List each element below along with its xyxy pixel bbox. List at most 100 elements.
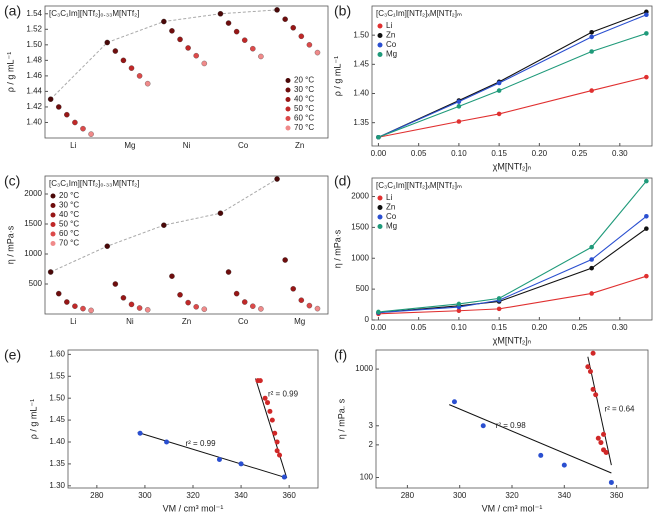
x-tick-label: Co bbox=[238, 141, 249, 150]
x-tick-label: 320 bbox=[186, 491, 200, 500]
legend-marker bbox=[285, 97, 291, 102]
x-tick-label: 360 bbox=[610, 491, 624, 500]
data-point bbox=[451, 399, 457, 405]
data-point bbox=[258, 53, 264, 60]
data-point bbox=[177, 292, 183, 298]
x-tick-label: 0.10 bbox=[451, 149, 467, 158]
legend-label: 60 °C bbox=[59, 229, 79, 238]
data-point bbox=[644, 226, 649, 231]
x-tick-label: 0.00 bbox=[371, 149, 387, 158]
y-tick-label: 2000 bbox=[24, 189, 42, 198]
data-point bbox=[281, 474, 287, 480]
data-point bbox=[587, 369, 593, 375]
data-point bbox=[274, 448, 280, 454]
data-point bbox=[590, 386, 596, 392]
annotation: r² = 0.99 bbox=[268, 389, 299, 398]
data-point bbox=[47, 269, 54, 275]
legend-marker bbox=[50, 231, 56, 237]
y-tick-label: 1.54 bbox=[26, 9, 42, 18]
data-point bbox=[128, 301, 135, 308]
series-line bbox=[378, 14, 647, 138]
data-point bbox=[185, 45, 191, 51]
legend-marker bbox=[377, 214, 383, 220]
y-tick-label: 1.40 bbox=[49, 437, 65, 446]
data-point bbox=[277, 452, 283, 458]
data-point bbox=[72, 303, 78, 309]
data-point bbox=[238, 461, 244, 467]
x-tick-label: Ni bbox=[183, 141, 191, 150]
data-point bbox=[88, 307, 94, 314]
plot-frame bbox=[375, 349, 649, 489]
data-point bbox=[80, 305, 86, 312]
data-point bbox=[104, 39, 111, 46]
data-point bbox=[314, 305, 321, 312]
annotation: [C₃C₁Im][NTf₂]ₓM[NTf₂]ₘ bbox=[376, 181, 462, 190]
data-point bbox=[112, 281, 119, 287]
y-tick-label: 1.50 bbox=[49, 393, 65, 402]
legend-marker bbox=[50, 193, 56, 199]
data-point bbox=[120, 57, 127, 64]
data-point bbox=[456, 308, 462, 314]
legend-marker bbox=[50, 203, 56, 208]
legend-marker bbox=[50, 241, 56, 246]
fit-line bbox=[449, 404, 612, 474]
x-tick-label: Zn bbox=[295, 141, 304, 150]
x-tick-label: 0.15 bbox=[491, 323, 507, 332]
data-point bbox=[64, 299, 70, 305]
data-point bbox=[137, 430, 143, 436]
data-point bbox=[644, 31, 649, 36]
data-point bbox=[161, 18, 167, 25]
data-point bbox=[250, 45, 256, 52]
data-point bbox=[269, 417, 275, 423]
legend-marker bbox=[377, 205, 383, 210]
data-point bbox=[644, 12, 649, 18]
y-tick-label: 1.60 bbox=[49, 349, 65, 358]
data-point bbox=[595, 435, 601, 441]
data-point bbox=[161, 222, 167, 228]
data-point bbox=[290, 286, 296, 292]
data-point bbox=[201, 60, 208, 67]
data-point bbox=[217, 11, 224, 17]
data-point bbox=[144, 307, 151, 313]
data-point bbox=[55, 104, 62, 110]
data-point bbox=[306, 42, 313, 48]
y-tick-label: 1.45 bbox=[353, 59, 369, 68]
y-axis-label: η / mPa·s bbox=[332, 229, 342, 268]
data-point bbox=[585, 364, 591, 370]
data-point bbox=[88, 131, 94, 137]
data-point bbox=[298, 33, 305, 40]
data-point bbox=[306, 302, 313, 309]
data-point bbox=[225, 269, 232, 275]
plot-frame bbox=[371, 177, 653, 321]
x-axis-label: χM[NTf₂]ₙ bbox=[493, 335, 532, 345]
fit-line bbox=[255, 378, 288, 479]
x-axis-label: χM[NTf₂]ₙ bbox=[493, 161, 532, 171]
y-tick-label: 1.55 bbox=[49, 371, 65, 380]
data-point bbox=[104, 243, 111, 249]
x-tick-label: 280 bbox=[401, 491, 415, 500]
y-tick-label: 1.48 bbox=[26, 55, 42, 64]
series-line bbox=[378, 215, 647, 314]
x-tick-label: 0.30 bbox=[612, 149, 628, 158]
data-point bbox=[589, 244, 594, 250]
y-axis-label: η / mPa·s bbox=[5, 225, 15, 264]
y-tick-label: 1.40 bbox=[26, 118, 42, 127]
data-point bbox=[496, 111, 502, 117]
x-tick-label: 300 bbox=[453, 491, 467, 500]
y-tick-label: 500 bbox=[29, 279, 43, 288]
data-point bbox=[282, 16, 288, 22]
data-point bbox=[177, 36, 183, 43]
legend-label: 40 °C bbox=[294, 95, 314, 104]
legend-label: Li bbox=[386, 193, 392, 202]
data-point bbox=[233, 290, 240, 297]
data-point bbox=[456, 301, 462, 307]
data-point bbox=[644, 273, 649, 279]
x-tick-label: 0.20 bbox=[532, 149, 548, 158]
data-point bbox=[496, 80, 502, 86]
panel-label: (f) bbox=[334, 347, 347, 363]
data-point bbox=[241, 37, 248, 43]
data-point bbox=[314, 49, 321, 56]
data-point bbox=[80, 125, 86, 132]
annotation: [C₃C₁Im][NTf₂]₀.₃₃M[NTf₂] bbox=[49, 179, 139, 188]
